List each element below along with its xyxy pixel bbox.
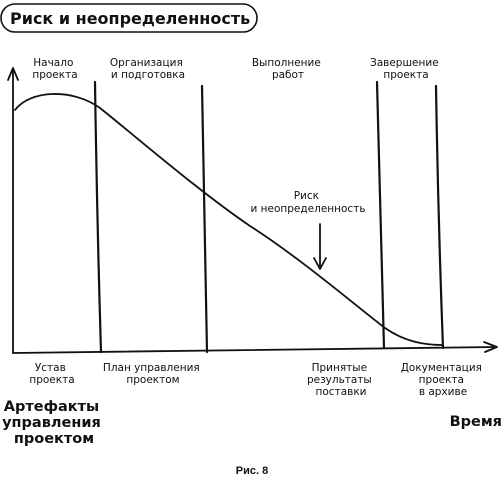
phase-divider-3 [375,80,386,350]
risk-uncertainty-curve [14,93,444,346]
phase-divider-4 [434,84,445,350]
x-axis-arrowhead [483,341,498,353]
diagram-title: Риск и неопределенность [10,9,250,28]
phase-divider-2 [200,84,209,354]
y-axis-label: Артефакты управления проектом [2,399,106,447]
artifact-label-archived-documentation: Документация проекта в архиве [401,362,486,398]
artifact-label-charter: Устав проекта [29,362,74,386]
title-box: Риск и неопределенность [0,3,258,33]
figure-caption: Рис. 8 [236,465,268,477]
artifact-label-accepted-deliverables: Принятые результаты поставки [307,362,375,398]
phase-label-start: Начало проекта [32,57,77,81]
artifact-label-management-plan: План управления проектом [103,362,203,386]
phase-dividers [93,80,445,354]
phase-label-execution: Выполнение работ [252,57,324,81]
curve-pointer-arrow [313,223,327,270]
phase-labels: Начало проекта Организация и подготовка … [32,57,442,81]
x-axis-label: Время [450,414,502,430]
curve-label: Риск и неопределенность [250,190,365,215]
phase-divider-1 [93,80,103,354]
artifact-labels: Устав проекта План управления проектом П… [29,362,486,398]
phase-label-organization: Организация и подготовка [110,57,186,81]
x-axis [12,346,497,354]
axes [7,67,498,354]
phase-label-closing: Завершение проекта [370,57,442,81]
y-axis-arrowhead [7,67,19,81]
